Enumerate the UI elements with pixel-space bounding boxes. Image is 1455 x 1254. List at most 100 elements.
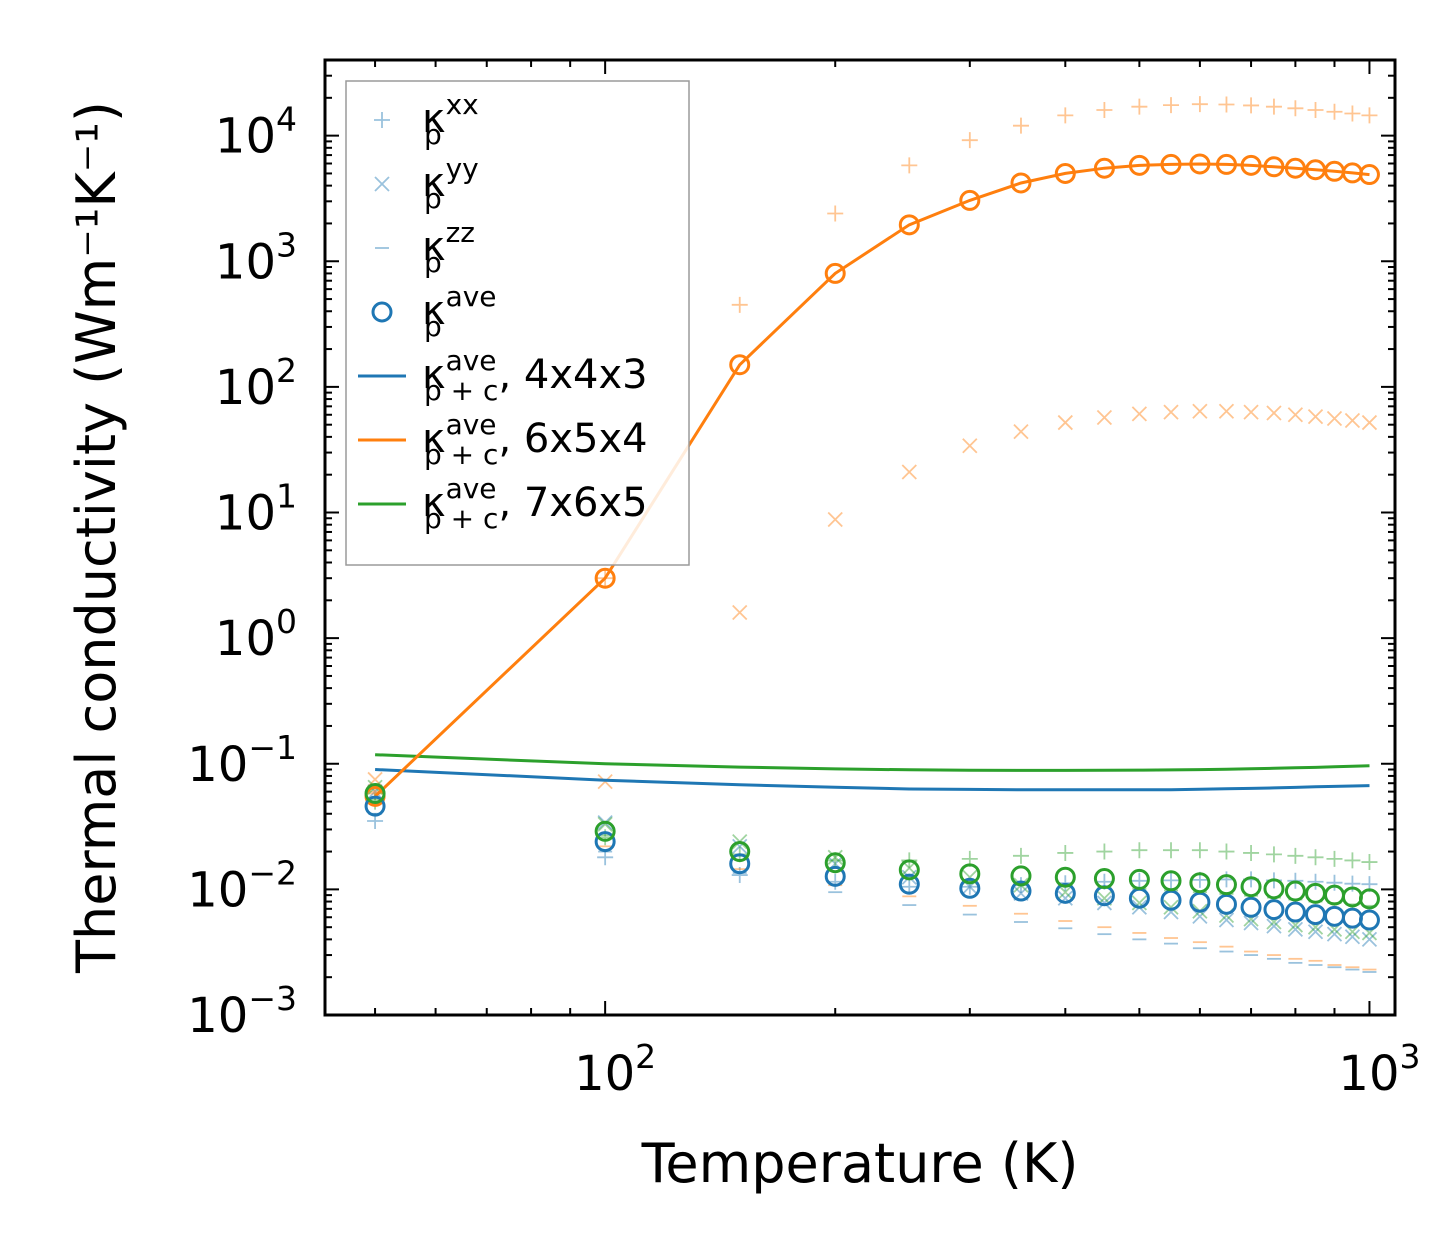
legend-item: κyy p — [374, 152, 479, 215]
data-point-blue-ave — [1263, 899, 1285, 921]
series-blue-yy — [367, 783, 1378, 948]
data-point-blue-ave — [1215, 893, 1237, 915]
data-point-orange-ave — [1263, 156, 1285, 178]
data-point-blue-ave — [1189, 891, 1211, 913]
data-point-blue-ave — [959, 877, 981, 899]
data-point-green-ave — [1189, 872, 1211, 894]
y-tick-label: 10−2 — [187, 853, 297, 918]
legend-marker-circle — [371, 301, 393, 323]
data-point-blue-yy — [1266, 918, 1282, 934]
data-point-orange-yy — [962, 438, 978, 454]
legend-symbol: κ — [422, 288, 446, 334]
data-point-blue-xx — [1326, 874, 1343, 891]
data-point-orange-ave — [1160, 153, 1182, 175]
data-point-green-ave — [364, 782, 386, 804]
y-tick-label-base: 10 — [187, 737, 248, 793]
y-tick-label-exponent: −3 — [248, 979, 297, 1018]
series-line-blue-total — [375, 768, 1370, 792]
data-point-blue-ave — [594, 831, 616, 853]
data-point-orange-ave — [1054, 162, 1076, 184]
series-green-ave — [364, 782, 1380, 910]
data-point-orange-yy — [1361, 414, 1378, 431]
y-axis-label: Thermal conductivity (Wm⁻¹K⁻¹) — [65, 101, 128, 974]
data-point-orange-ave — [959, 189, 981, 211]
data-point-orange-ave — [594, 567, 616, 589]
data-point-orange-yy — [1266, 405, 1282, 421]
x-tick-label-exponent: 3 — [1399, 1037, 1420, 1076]
data-point-green-xx — [1265, 846, 1282, 863]
data-point-green-xx — [1218, 843, 1235, 860]
x-axis-label: Temperature (K) — [641, 1132, 1079, 1195]
legend-item: κave p + c, 6x5x4 — [358, 408, 648, 471]
legend-symbol: κ — [422, 416, 446, 462]
data-point-orange-ave — [1240, 154, 1262, 176]
y-tick-label: 10−1 — [187, 728, 297, 793]
data-point-orange-xx — [1243, 97, 1260, 114]
data-point-blue-yy — [1326, 926, 1343, 942]
x-tick-label-base: 10 — [574, 1046, 635, 1102]
data-point-orange-ave — [1215, 153, 1237, 175]
data-point-orange-yy — [1096, 409, 1113, 426]
data-point-green-xx — [1243, 844, 1260, 861]
data-point-green-ave — [1358, 888, 1380, 910]
legend-label: κyy p — [422, 152, 479, 215]
data-point-blue-ave — [898, 873, 920, 895]
data-point-orange-yy — [827, 511, 843, 528]
data-point-orange-xx — [1218, 96, 1235, 113]
x-tick-label: 103 — [1338, 1037, 1420, 1102]
legend-symbol: κ — [422, 480, 446, 526]
data-point-green-ave — [1054, 866, 1076, 888]
legend-superscript: zz — [446, 216, 475, 249]
y-tick-label-base: 10 — [187, 862, 248, 918]
data-point-green-ave — [898, 859, 920, 881]
data-point-green-xx — [1012, 847, 1029, 864]
series-orange-xx — [367, 96, 1378, 800]
data-point-green-yy — [1163, 899, 1179, 915]
series-green-xx — [367, 793, 1378, 871]
legend-item: κzz p — [375, 216, 475, 279]
legend-symbol: κ — [422, 96, 446, 142]
data-point-orange-ave — [1189, 153, 1211, 175]
y-tick-label-base: 10 — [215, 360, 276, 416]
data-point-green-ave — [594, 820, 616, 842]
data-point-orange-xx — [1344, 105, 1361, 122]
legend-subscript: p — [424, 246, 442, 279]
y-tick-label-exponent: 4 — [276, 100, 297, 139]
data-point-orange-ave — [729, 354, 751, 376]
data-point-orange-ave — [1128, 154, 1150, 176]
legend-superscript: ave — [446, 472, 497, 505]
data-point-green-ave — [959, 863, 981, 885]
data-point-orange-yy — [1057, 414, 1073, 431]
data-point-green-xx — [1287, 847, 1304, 864]
legend-item: κave p — [371, 280, 497, 343]
data-point-green-xx — [1131, 842, 1148, 859]
x-tick-label-exponent: 2 — [635, 1037, 656, 1076]
legend-item: κave p + c, 4x4x3 — [358, 344, 648, 407]
data-point-orange-ave — [1093, 157, 1115, 179]
data-point-orange-ave — [898, 214, 920, 236]
data-point-orange-ave — [1284, 157, 1306, 179]
x-tick-label: 102 — [574, 1037, 656, 1102]
y-tick-label-exponent: −1 — [248, 728, 297, 767]
data-point-green-ave — [1240, 876, 1262, 898]
data-point-green-ave — [1010, 865, 1032, 887]
data-point-green-yy — [597, 816, 613, 832]
data-point-orange-yy — [732, 604, 748, 621]
data-point-orange-xx — [1287, 100, 1304, 117]
legend-suffix: , 7x6x5 — [498, 480, 647, 526]
data-point-green-yy — [1057, 884, 1073, 900]
y-tick-label-exponent: 1 — [276, 477, 297, 516]
legend-marker-x — [374, 176, 390, 192]
y-tick-label: 103 — [215, 225, 297, 290]
y-tick-label: 100 — [215, 602, 297, 667]
data-point-blue-yy — [1243, 915, 1259, 931]
data-point-orange-xx — [1012, 117, 1029, 134]
y-tick-label: 104 — [215, 100, 297, 165]
data-point-orange-xx — [1326, 103, 1343, 120]
data-point-green-ave — [1284, 880, 1306, 902]
data-point-blue-ave — [729, 853, 751, 875]
data-point-blue-ave — [1240, 896, 1262, 918]
